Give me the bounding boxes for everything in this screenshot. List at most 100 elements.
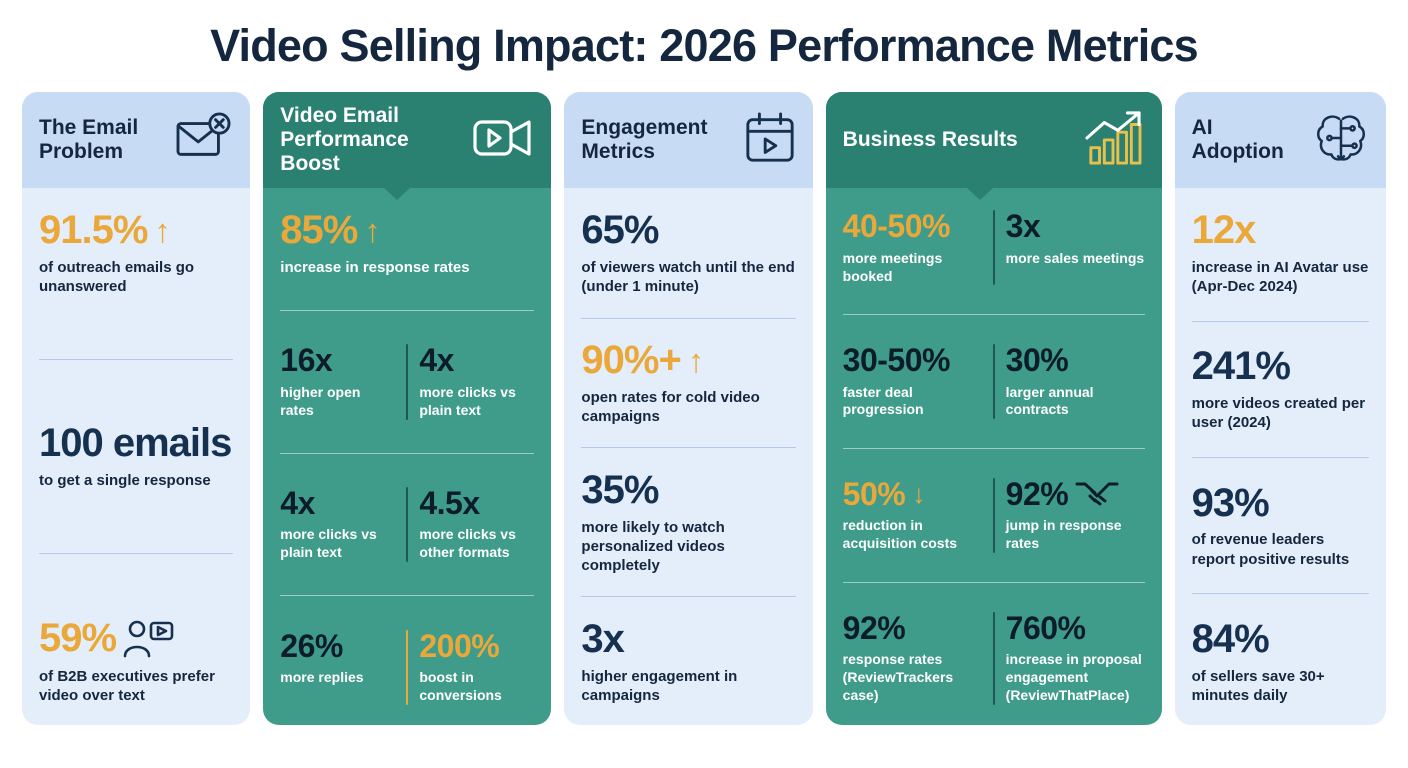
stat-value: 93% xyxy=(1191,480,1369,525)
stat-ai-avatar-use: 12x increase in AI Avatar use (Apr-Dec 2… xyxy=(1192,210,1369,296)
stat-more-replies: 26% more replies xyxy=(280,627,395,688)
divider xyxy=(39,359,234,361)
stat-desc: higher engagement in campaigns xyxy=(581,667,738,704)
stat-value: 92% xyxy=(842,609,906,646)
stat-value: 30-50% xyxy=(842,341,951,378)
divider xyxy=(1191,320,1369,322)
stat-more-clicks-formats: 4.5x more clicks vs other formats xyxy=(419,487,534,562)
stat-desc: of viewers watch until the end (under 1 … xyxy=(581,258,795,295)
stat-b2b-video-preference: 59% of B2B executives prefer video over … xyxy=(39,618,233,705)
stat-desc: of sellers save 30+ minutes daily xyxy=(1191,667,1325,704)
column-email-problem: The Email Problem 91.5% ↑ of xyxy=(22,92,251,725)
stat-higher-open-rates: 16x higher open rates xyxy=(280,344,395,419)
stat-value: 30% xyxy=(1005,341,1069,378)
stat-value-text: 90%+ xyxy=(581,337,681,382)
divider xyxy=(842,448,1145,450)
up-arrow-icon: ↑ xyxy=(154,211,170,249)
stat-value: 100 emails xyxy=(39,423,233,464)
email-error-icon xyxy=(175,111,233,169)
column-video-email-boost-body: 85% ↑ increase in response rates 16x hig… xyxy=(263,188,551,725)
column-title: AI Adoption xyxy=(1191,115,1284,163)
vertical-divider xyxy=(992,611,995,705)
stat-row-meetings: 40-50% more meetings booked 3x more sale… xyxy=(843,210,1145,286)
stat-value: 4.5x xyxy=(419,484,480,521)
stat-cold-open-rates: 90%+ ↑ open rates for cold video campaig… xyxy=(581,340,795,426)
up-arrow-icon: ↑ xyxy=(364,211,380,249)
stat-videos-per-user: 241% more videos created per user (2024) xyxy=(1192,346,1369,432)
column-business-results: Business Results xyxy=(825,92,1162,725)
column-business-results-body: 40-50% more meetings booked 3x more sale… xyxy=(826,188,1162,725)
stat-value-text: 241% xyxy=(1191,344,1291,389)
stat-personalized-videos: 35% more likely to watch personalized vi… xyxy=(581,469,795,575)
stat-meetings-booked: 40-50% more meetings booked xyxy=(843,210,982,285)
stat-value: 65% xyxy=(581,210,795,251)
stat-desc: of revenue leaders report positive resul… xyxy=(1191,531,1350,568)
calendar-play-icon xyxy=(744,111,796,170)
stat-revenue-leaders: 93% of revenue leaders report positive r… xyxy=(1191,480,1369,569)
stat-desc: response rates (ReviewTrackers case) xyxy=(842,651,954,704)
stat-desc: larger annual contracts xyxy=(1005,383,1094,418)
stat-value-text: 50% xyxy=(842,475,906,512)
stat-value-text: 3x xyxy=(581,616,624,661)
divider xyxy=(842,581,1145,583)
stat-desc: more clicks vs plain text xyxy=(419,383,516,418)
stat-deal-progression: 30-50% faster deal progression xyxy=(843,344,982,419)
stat-value-text: 91.5% xyxy=(39,208,148,252)
stat-value: 26% xyxy=(280,627,343,664)
stat-value: 760% xyxy=(1005,609,1086,646)
stat-value: 4x xyxy=(419,342,454,379)
column-engagement-metrics-body: 65% of viewers watch until the end (unde… xyxy=(564,188,812,725)
divider xyxy=(581,317,796,319)
divider xyxy=(1191,456,1369,458)
column-business-results-header: Business Results xyxy=(825,92,1162,200)
stat-time-saved: 84% of sellers save 30+ minutes daily xyxy=(1191,616,1369,705)
vertical-divider xyxy=(992,343,995,420)
column-email-problem-body: 91.5% ↑ of outreach emails go unanswered… xyxy=(22,188,250,725)
stat-response-rate-increase: 85% ↑ increase in response rates xyxy=(280,210,534,277)
growth-chart-icon xyxy=(1081,110,1145,170)
divider xyxy=(39,553,234,555)
up-arrow-icon: ↑ xyxy=(687,341,704,379)
stat-desc: to get a single response xyxy=(39,472,211,490)
stat-value: 16x xyxy=(280,342,333,379)
page-title: Video Selling Impact: 2026 Performance M… xyxy=(210,20,1199,71)
stat-value-text: 84% xyxy=(1191,616,1270,661)
stat-clicks-vs-plain-text: 4x more clicks vs plain text xyxy=(419,344,534,419)
column-ai-adoption-header: AI Adoption xyxy=(1174,92,1386,188)
stat-more-clicks-plain: 4x more clicks vs plain text xyxy=(280,487,395,562)
stat-campaign-engagement: 3x higher engagement in campaigns xyxy=(581,616,795,705)
stat-value: 92% xyxy=(1006,478,1145,511)
divider xyxy=(280,452,535,454)
stat-value: 85% ↑ xyxy=(280,210,534,251)
column-title: Business Results xyxy=(842,127,1018,151)
stat-value: 90%+ ↑ xyxy=(581,340,795,381)
divider xyxy=(1191,593,1369,595)
stat-value: 84% xyxy=(1191,616,1369,661)
stat-value-text: 93% xyxy=(1191,480,1270,525)
handshake-icon xyxy=(1075,479,1119,509)
stat-value-text: 65% xyxy=(581,208,659,252)
stat-annual-contracts: 30% larger annual contracts xyxy=(1006,344,1145,419)
stat-value: 59% xyxy=(39,618,233,660)
stat-sales-meetings: 3x more sales meetings xyxy=(1006,210,1145,268)
stat-value: 200% xyxy=(419,627,500,664)
stat-row-replies-conversions: 26% more replies 200% boost in conversio… xyxy=(280,627,534,705)
stat-desc: increase in response rates xyxy=(280,258,470,276)
stat-desc: more replies xyxy=(280,669,364,686)
column-video-email-boost-header: Video Email Performance Boost xyxy=(263,92,552,200)
stat-value: 3x xyxy=(581,616,795,661)
column-ai-adoption-body: 12x increase in AI Avatar use (Apr-Dec 2… xyxy=(1175,188,1386,725)
stat-emails-per-response: 100 emails to get a single response xyxy=(39,423,233,490)
stat-desc: more sales meetings xyxy=(1005,249,1145,266)
divider xyxy=(280,310,535,312)
stat-desc: increase in proposal engagement (ReviewT… xyxy=(1005,651,1142,704)
column-engagement-metrics: Engagement Metrics 65% of viewers watch … xyxy=(564,92,813,725)
stat-desc: open rates for cold video campaigns xyxy=(581,388,760,425)
stat-desc: faster deal progression xyxy=(842,383,924,418)
column-email-problem-header: The Email Problem xyxy=(22,92,251,188)
stat-desc: increase in AI Avatar use (Apr-Dec 2024) xyxy=(1191,258,1369,295)
stat-watch-to-end: 65% of viewers watch until the end (unde… xyxy=(581,210,795,296)
stat-desc: reduction in acquisition costs xyxy=(842,517,958,552)
stat-value-text: 12x xyxy=(1191,208,1257,252)
